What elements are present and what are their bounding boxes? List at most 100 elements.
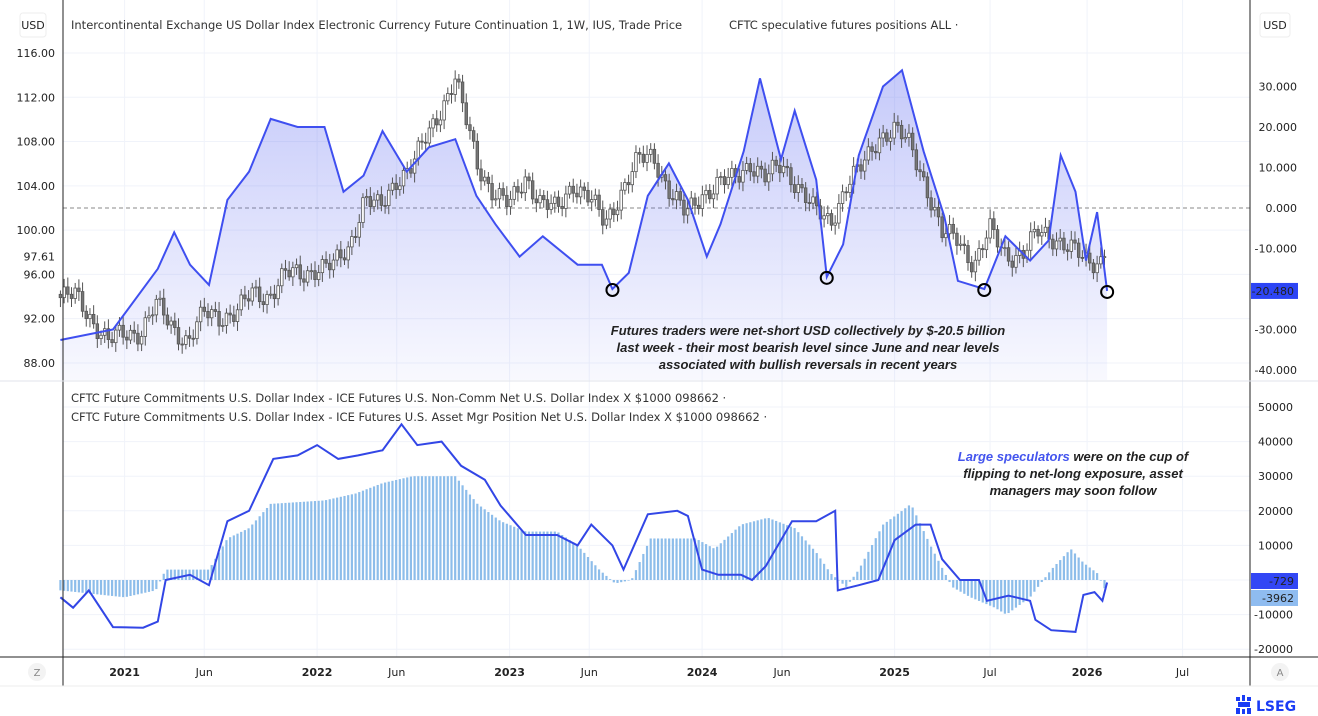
candle-body <box>781 165 786 174</box>
candle-body <box>516 186 520 193</box>
asset-mgr-bar <box>966 580 970 596</box>
candle-body <box>715 176 719 195</box>
asset-mgr-bar <box>572 542 575 580</box>
cftc-line <box>60 68 1109 341</box>
asset-mgr-bar <box>516 528 520 580</box>
asset-mgr-bar <box>107 580 110 596</box>
candle-body <box>331 259 336 271</box>
candle-body <box>833 222 837 226</box>
candle-body <box>121 324 125 338</box>
candle-body <box>888 137 893 142</box>
candle-body <box>165 314 170 326</box>
asset-mgr-bar <box>74 580 77 592</box>
asset-mgr-bar <box>579 548 582 580</box>
time-tick-label: 2025 <box>879 666 910 679</box>
asset-mgr-bar <box>963 580 966 594</box>
candle-body <box>560 205 564 209</box>
candle-body <box>387 189 391 207</box>
candle-body <box>988 218 992 239</box>
candle-body <box>508 198 513 208</box>
noncomm-legend[interactable]: CFTC Future Commitments U.S. Dollar Inde… <box>71 391 726 405</box>
asset-mgr-bar <box>214 558 217 580</box>
asset-mgr-bar <box>800 536 804 580</box>
candle-body <box>446 93 450 102</box>
auto-scale-button[interactable] <box>1271 663 1289 681</box>
asset-mgr-bar <box>439 476 442 580</box>
left-unit-button[interactable] <box>19 12 47 38</box>
candle-body <box>457 78 461 83</box>
asset-mgr-bar <box>568 539 571 580</box>
asset-mgr-bar <box>431 476 435 580</box>
asset-mgr-bar <box>443 476 446 580</box>
candle-body <box>339 249 343 259</box>
asset-mgr-bar <box>513 526 516 580</box>
candle-body <box>412 158 417 174</box>
candle-body <box>420 140 424 143</box>
candle-body <box>626 182 631 186</box>
asset-mgr-last-badge-bg <box>1251 590 1298 606</box>
zoom-reset-button[interactable] <box>28 663 46 681</box>
candle-body <box>992 218 996 231</box>
asset-mgr-bar <box>944 574 947 580</box>
candle-body <box>416 140 420 160</box>
asset-mgr-legend[interactable]: CFTC Future Commitments U.S. Dollar Inde… <box>71 410 767 424</box>
candle-body <box>722 176 727 186</box>
candle-body <box>235 309 240 322</box>
candle-body <box>423 141 428 144</box>
candle-body <box>1040 232 1044 237</box>
asset-mgr-bar <box>1036 580 1040 587</box>
candle-body <box>663 174 668 182</box>
candle-body <box>494 198 498 201</box>
asset-mgr-bar <box>845 580 848 587</box>
candle-body <box>435 118 439 126</box>
asset-mgr-bar <box>265 507 269 580</box>
candle-body <box>1058 237 1062 242</box>
candle-body <box>501 188 505 196</box>
asset-mgr-bar <box>645 545 649 580</box>
asset-mgr-bar <box>634 570 638 580</box>
asset-mgr-bar <box>158 580 162 582</box>
candle-body <box>840 191 845 204</box>
asset-mgr-bar <box>358 492 361 580</box>
candle-body <box>84 310 88 320</box>
overlay-series-title[interactable]: CFTC speculative futures positions ALL · <box>729 18 958 32</box>
candle-body <box>77 287 81 292</box>
candle-body <box>1003 247 1007 250</box>
asset-mgr-bar <box>1018 580 1021 605</box>
cftc-tick-label: 0.000 <box>1266 202 1298 215</box>
candle-body <box>564 193 568 209</box>
candle-body <box>136 332 140 345</box>
asset-mgr-bar <box>1040 580 1043 583</box>
asset-mgr-bar <box>247 528 250 580</box>
asset-mgr-bar <box>1059 560 1062 580</box>
candle-body <box>401 169 406 187</box>
asset-mgr-bar <box>140 580 143 594</box>
asset-mgr-bar <box>708 546 711 580</box>
candle-body <box>859 164 863 172</box>
main-series-title[interactable]: Intercontinental Exchange US Dollar Inde… <box>71 18 682 32</box>
asset-mgr-bar <box>885 521 888 580</box>
candle-body <box>748 163 753 173</box>
time-tick-label: Jun <box>580 666 598 679</box>
annotation-bottom-line-1-rest: were on the cup of <box>1070 449 1190 464</box>
candle-body <box>353 236 358 238</box>
candle-body <box>357 222 361 238</box>
candle-body <box>206 310 210 319</box>
candle-body <box>184 335 188 345</box>
candle-body <box>696 204 701 209</box>
asset-mgr-bar <box>1070 549 1073 580</box>
candle-body <box>221 325 225 327</box>
candle-body <box>542 195 546 201</box>
candle-body <box>154 298 159 316</box>
candle-body <box>254 286 258 289</box>
asset-mgr-bar <box>605 575 608 580</box>
candle-body <box>708 189 712 200</box>
asset-mgr-bar <box>166 569 169 580</box>
candle-body <box>929 197 933 211</box>
right-unit-button[interactable] <box>1259 12 1291 38</box>
candle-body <box>962 243 967 246</box>
asset-mgr-bar <box>1033 580 1036 592</box>
candle-body <box>914 149 919 171</box>
asset-mgr-bar <box>620 580 623 583</box>
candle-body <box>1043 226 1048 233</box>
